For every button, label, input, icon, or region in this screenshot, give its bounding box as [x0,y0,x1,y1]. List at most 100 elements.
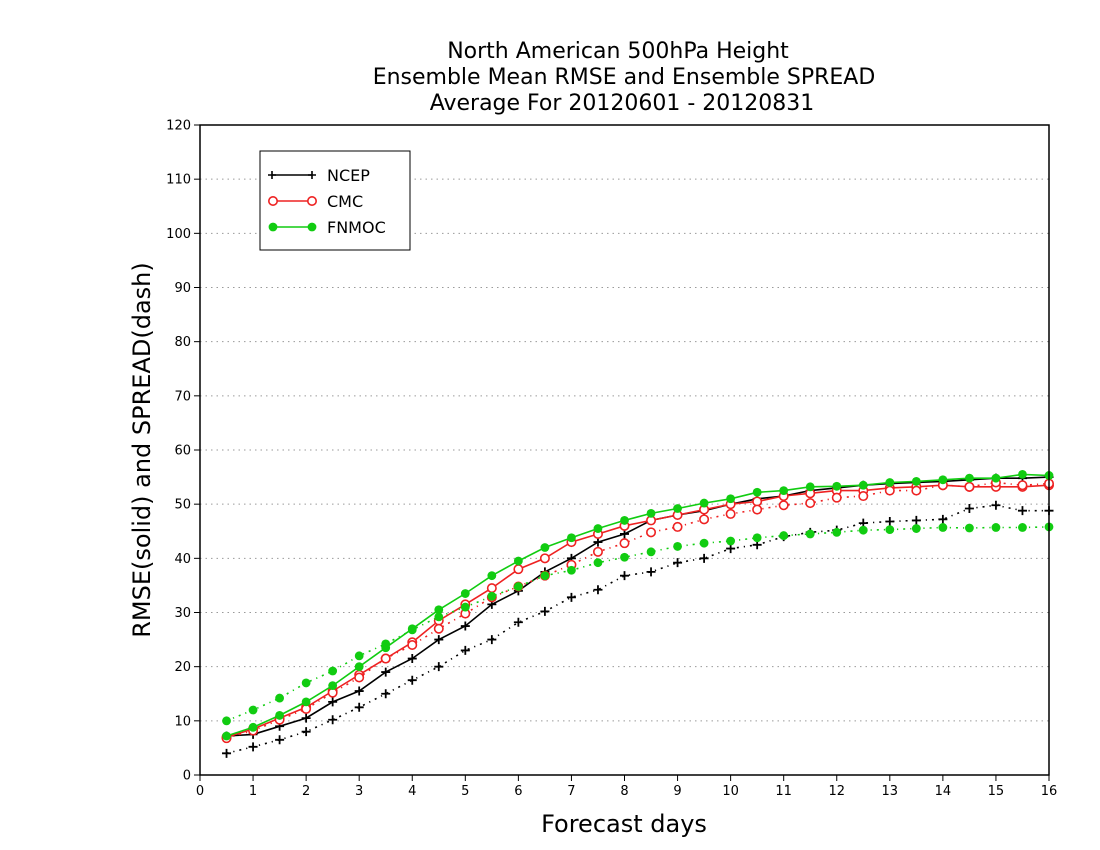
data-point [938,523,948,532]
data-point [699,514,710,525]
data-point [540,543,550,552]
y-tick-label: 90 [174,281,191,296]
data-point [354,672,365,683]
data-point [752,487,762,497]
data-point [222,716,231,726]
x-tick-label: 12 [828,784,845,799]
y-tick-label: 60 [174,444,191,459]
legend-item-cmc: CMC [267,192,363,211]
title-line-2: Ensemble Mean RMSE and Ensemble SPREAD [373,65,876,90]
x-tick-label: 5 [461,784,469,799]
y-tick-label: 50 [174,498,191,513]
data-point [407,654,417,664]
data-point [779,486,789,496]
series-lines [221,469,1055,758]
data-point [248,742,258,752]
data-point [911,485,922,496]
series-line-ncep-spread [226,504,1049,755]
data-point [885,478,895,487]
data-point [752,504,763,515]
data-point [540,606,550,616]
data-point [646,527,657,538]
data-point [460,645,470,655]
x-tick-label: 1 [249,784,257,799]
data-point [1018,523,1027,532]
open-circle-marker-icon [306,196,317,207]
x-axis: 0 1 2 3 4 5 6 7 8 9 10 11 12 13 14 15 16 [196,775,1057,799]
data-point [301,697,311,707]
x-tick-label: 14 [935,784,952,799]
data-point [592,546,603,557]
data-point [858,525,868,535]
series-cmc-rmse [221,480,1055,743]
data-point [381,667,391,677]
data-point [567,533,576,543]
x-tick-label: 2 [302,784,310,799]
data-point [620,529,629,539]
data-point [407,675,417,685]
data-point [513,582,523,591]
data-point [593,585,603,595]
data-point [434,612,444,622]
data-point [222,748,232,758]
data-point [911,515,921,525]
x-axis-title: Forecast days [541,810,707,838]
chart-title: North American 500hPa Height Ensemble Me… [373,39,876,116]
data-point [646,567,656,577]
x-tick-label: 15 [988,784,1005,799]
series-fnmoc-spread [222,522,1054,726]
data-point [938,514,948,524]
data-point [699,538,709,548]
data-point [726,536,736,546]
x-tick-label: 10 [722,784,739,799]
legend-label-cmc: CMC [327,192,363,211]
data-point [567,565,576,575]
series-line-fnmoc-rmse [226,473,1050,737]
data-point [275,735,285,745]
data-point [672,521,683,532]
y-tick-label: 120 [166,119,191,134]
data-point [1017,480,1028,491]
data-point [354,702,364,712]
data-point [381,689,391,699]
data-point [964,481,975,492]
open-circle-marker-icon [267,196,278,207]
data-point [884,485,895,496]
series-cmc-spread [221,477,1055,744]
data-point [832,481,842,491]
x-tick-label: 7 [567,784,575,799]
title-line-1: North American 500hPa Height [447,39,789,64]
data-point [513,617,523,627]
series-line-cmc-spread [226,481,1050,739]
y-tick-label: 80 [174,335,191,350]
legend-item-fnmoc: FNMOC [268,218,386,237]
series-ncep-spread [222,500,1054,758]
data-point [328,697,338,707]
data-point [354,686,364,696]
data-point [752,496,763,507]
data-point [593,558,603,568]
data-point [911,477,921,486]
legend-label-ncep: NCEP [327,166,370,185]
title-line-3: Average For 20120601 - 20120831 [430,91,815,116]
data-point [805,482,815,492]
data-point [275,693,284,703]
data-point [938,475,948,485]
data-point [566,592,576,602]
data-point [965,523,974,533]
y-tick-label: 30 [174,606,191,621]
data-point [487,635,497,645]
x-tick-label: 16 [1041,784,1058,799]
series-line-ncep-rmse [226,476,1050,737]
data-point [434,662,444,672]
series-ncep-rmse [222,472,1054,741]
data-point [248,722,258,732]
data-point [513,564,524,575]
data-point [275,711,284,720]
data-point [646,547,656,557]
data-point [858,480,868,490]
data-point [381,639,391,649]
data-point [858,491,869,502]
data-point [726,494,736,504]
x-tick-label: 11 [775,784,792,799]
